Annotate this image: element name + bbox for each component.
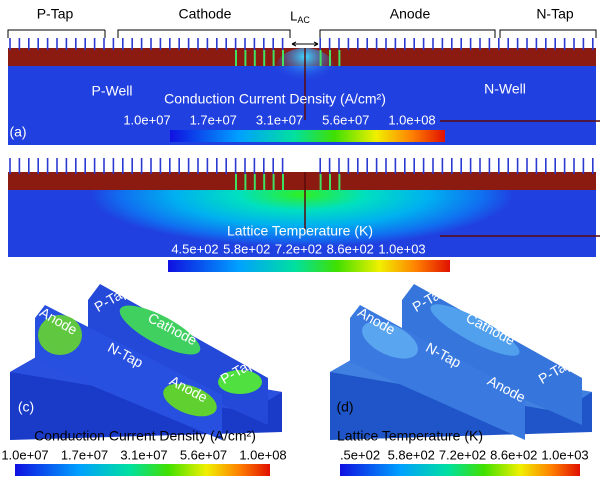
figure: P-Tap Cathode Anode N-Tap LAC P-Well N-Well Con… [0, 0, 602, 485]
region-label: Cathode [179, 6, 232, 22]
colorbar-tick-label: 1.0e+03 [378, 241, 425, 256]
region-label: N-Tap [536, 6, 574, 22]
colorbar-tick-label: 5.6e+07 [180, 447, 227, 462]
panel-label: (c) [18, 399, 34, 415]
colorbar [168, 260, 450, 272]
colorbar [170, 130, 445, 142]
colorbar-tick-label: 3.1e+07 [256, 112, 303, 127]
colorbar-title: Conduction Current Density (A/cm²) [164, 91, 386, 107]
colorbar-title: Lattice Temperature (K) [337, 428, 483, 444]
colorbar-tick-label: 8.6e+02 [490, 447, 537, 462]
contact-strip [8, 172, 596, 190]
region-label: P-Tap [37, 6, 74, 22]
spacing-subscript: AC [297, 15, 310, 25]
colorbar-tick-label: 1.0e+07 [123, 112, 170, 127]
well-label: P-Well [92, 83, 133, 99]
colorbar [15, 464, 270, 476]
colorbar-tick-label: 8.6e+02 [327, 241, 374, 256]
colorbar-tick-label: 4.5e+02 [171, 241, 218, 256]
colorbar-tick-label: 3.1e+07 [120, 447, 167, 462]
colorbar-tick-label: 5.8e+02 [223, 241, 270, 256]
colorbar-title: Conduction Current Density (A/cm²) [34, 428, 256, 444]
colorbar-title: Lattice Temperature (K) [227, 223, 373, 239]
colorbar-tick-label: .5e+02 [340, 447, 380, 462]
region-label: Anode [390, 6, 431, 22]
colorbar-tick-label: 7.2e+02 [439, 447, 486, 462]
panel-label: (a) [9, 124, 26, 140]
spacing-label: LAC [290, 8, 310, 25]
colorbar-tick-label: 7.2e+02 [275, 241, 322, 256]
well-label: N-Well [484, 81, 526, 97]
colorbar-tick-label: 1.0e+07 [1, 447, 48, 462]
colorbar-tick-label: 1.0e+03 [541, 447, 588, 462]
colorbar-tick-label: 5.6e+07 [322, 112, 369, 127]
page: {"panels": [ {"label": "(a)", "regions":… [0, 0, 602, 485]
colorbar-tick-label: 5.8e+02 [388, 447, 435, 462]
panel-label: (d) [336, 399, 353, 415]
colorbar-tick-label: 1.7e+07 [61, 447, 108, 462]
colorbar-tick-label: 1.0e+08 [388, 112, 435, 127]
colorbar-tick-label: 1.0e+08 [239, 447, 286, 462]
colorbar-tick-label: 1.7e+07 [190, 112, 237, 127]
panel-label: (b) [9, 257, 26, 273]
colorbar [340, 464, 580, 476]
